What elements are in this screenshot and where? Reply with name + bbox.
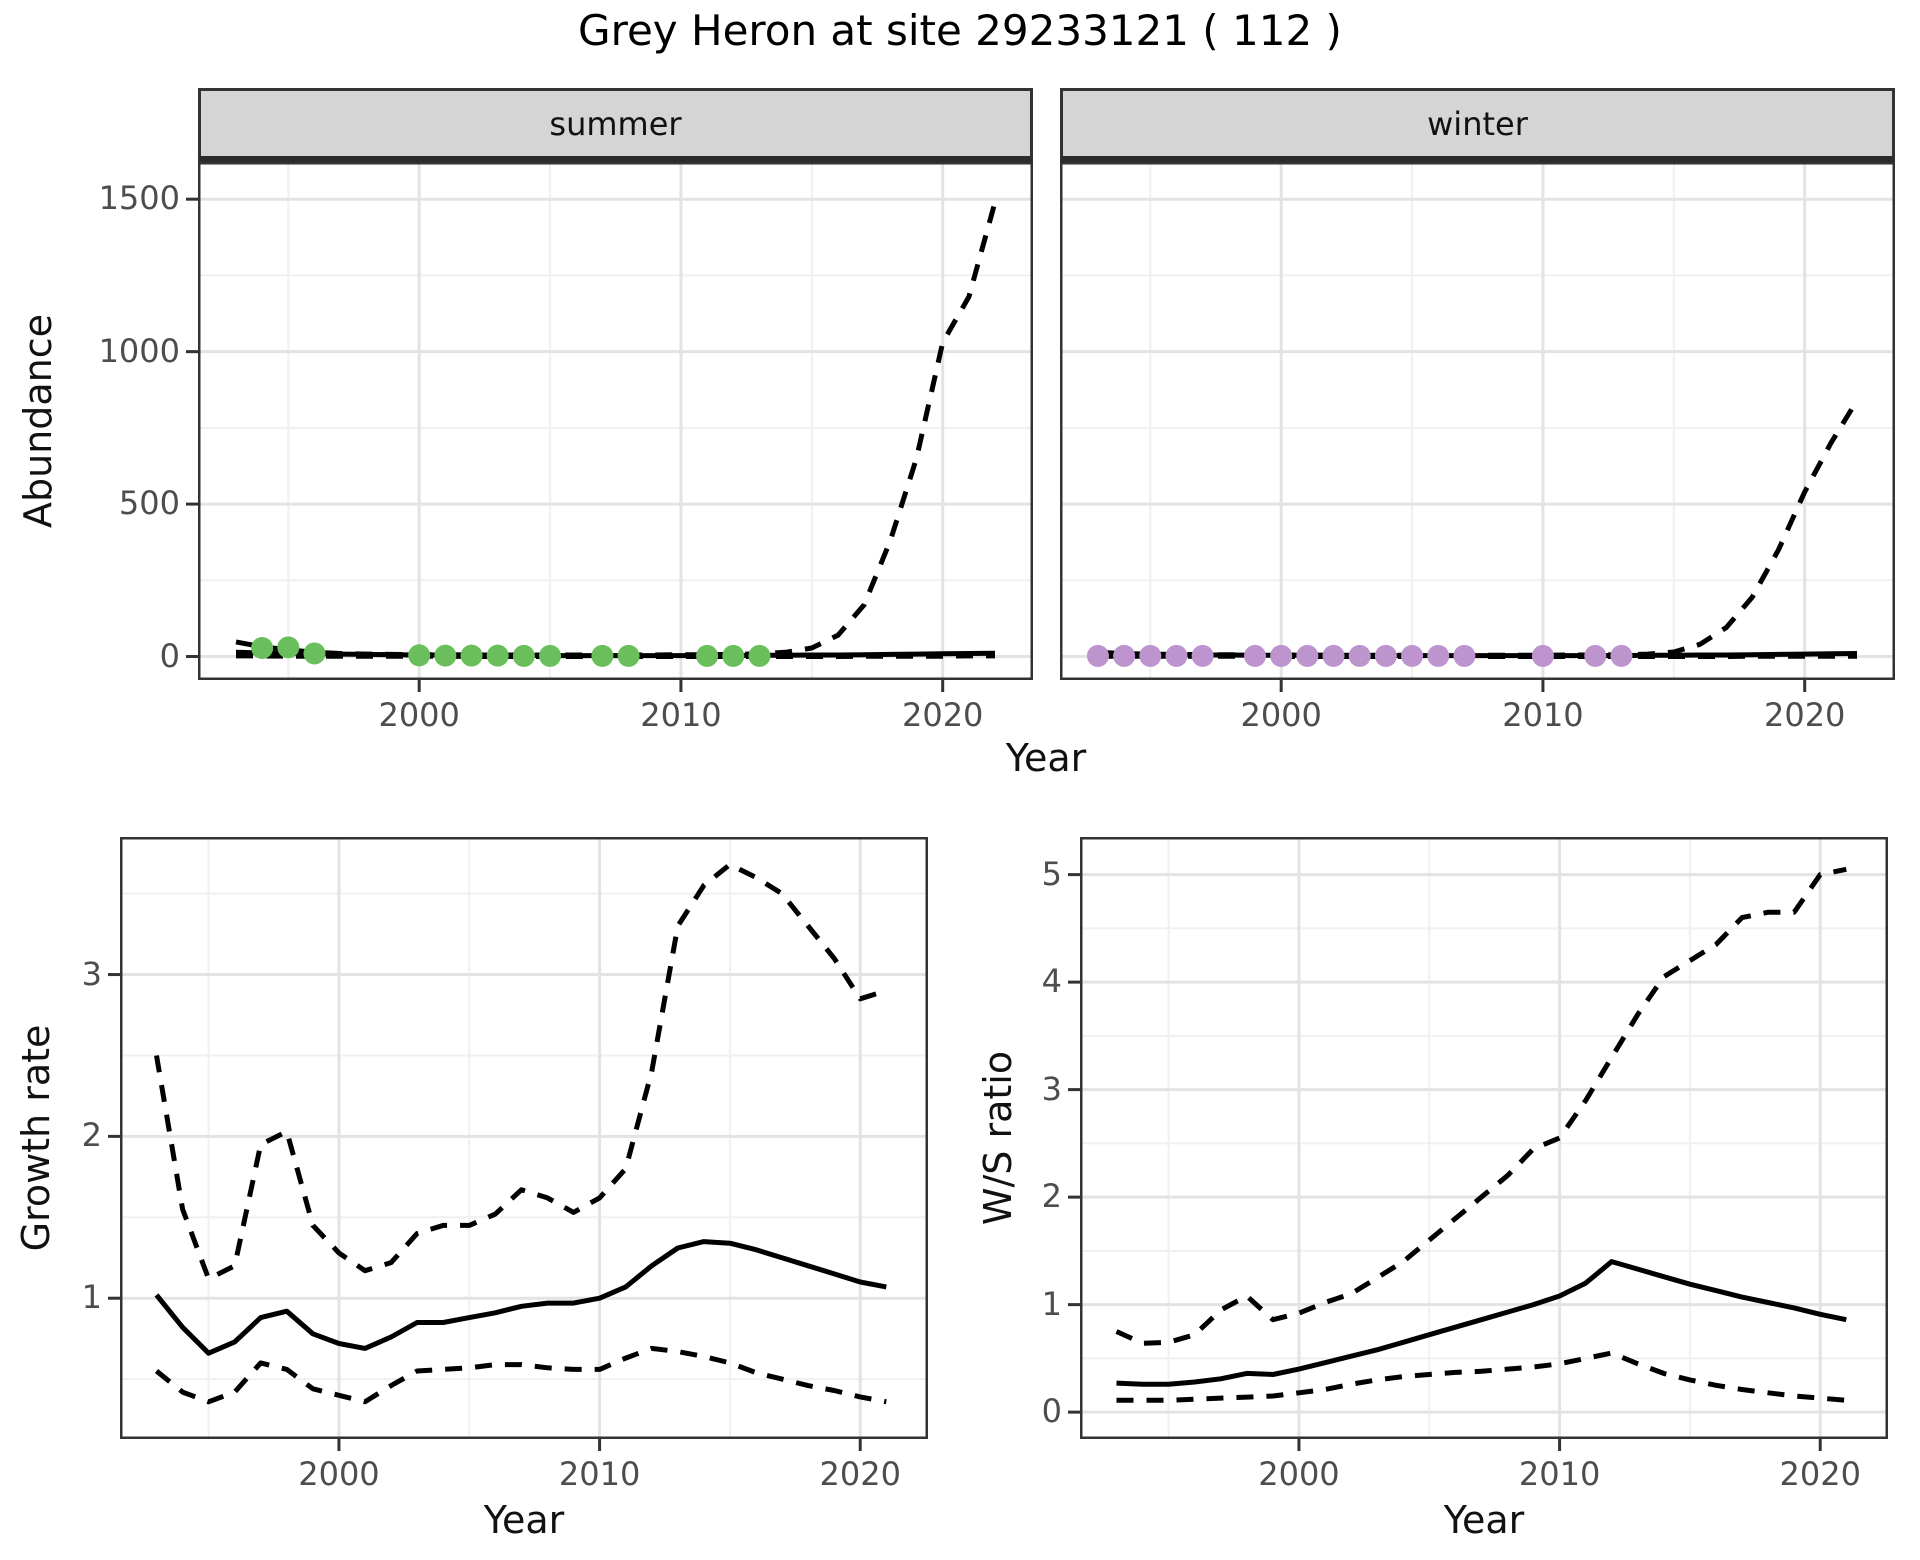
y-tick-label: 1: [1041, 1284, 1062, 1323]
y-tick-label: 3: [81, 954, 102, 993]
top-year-axis-title: Year: [1005, 736, 1087, 780]
x-tick-label: 2000: [378, 696, 460, 734]
x-tick-label: 2020: [819, 1455, 901, 1493]
facet-strip-winter: winter: [1060, 88, 1895, 162]
x-tick-label: 2020: [1779, 1455, 1861, 1493]
abundance-summer-plot: [186, 162, 1033, 692]
ws-ratio-plot: [1068, 837, 1888, 1451]
growth-rate-plot: [108, 837, 928, 1451]
x-tick-label: 2010: [558, 1455, 641, 1493]
x-tick-label: 2010: [640, 696, 722, 734]
ws-year-axis-title: Year: [1443, 1498, 1525, 1542]
chart-title: Grey Heron at site 29233121 ( 112 ): [578, 6, 1342, 55]
facet-strip-summer-label: summer: [549, 104, 682, 143]
x-tick-label: 2010: [1502, 696, 1584, 734]
y-tick-label: 2: [1041, 1177, 1062, 1216]
x-tick-label: 2010: [1518, 1455, 1601, 1493]
y-tick-label: 0: [159, 636, 180, 675]
y-tick-label: 1: [81, 1278, 102, 1317]
y-tick-label: 2: [81, 1116, 102, 1155]
y-tick-label: 3: [1041, 1069, 1062, 1108]
facet-strip-summer: summer: [198, 88, 1033, 162]
x-tick-label: 2000: [298, 1455, 380, 1493]
x-tick-label: 2020: [901, 696, 984, 734]
facet-strip-winter-label: winter: [1427, 104, 1528, 143]
y-tick-label: 500: [118, 484, 180, 523]
y-tick-label: 1000: [98, 331, 180, 370]
abundance-winter-plot: [1060, 162, 1895, 692]
x-tick-label: 2000: [1258, 1455, 1340, 1493]
x-tick-label: 2020: [1763, 696, 1846, 734]
growth-year-axis-title: Year: [483, 1498, 565, 1542]
y-tick-label: 4: [1041, 962, 1062, 1001]
x-tick-label: 2000: [1240, 696, 1322, 734]
y-tick-label: 1500: [98, 179, 180, 218]
y-tick-label: 0: [1041, 1392, 1062, 1431]
y-tick-label: 5: [1041, 854, 1062, 893]
